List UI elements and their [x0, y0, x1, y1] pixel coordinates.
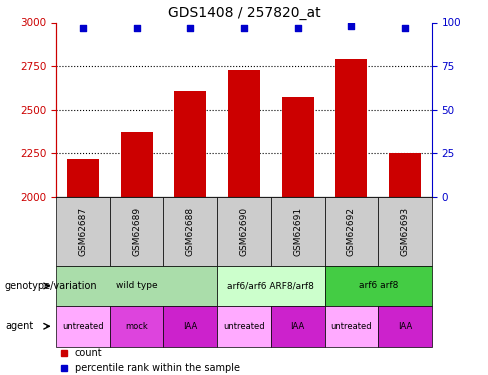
Bar — [110, 306, 163, 347]
Bar — [217, 306, 271, 347]
Bar — [325, 197, 378, 266]
Bar — [56, 197, 110, 266]
Bar — [378, 197, 432, 266]
Bar — [217, 266, 325, 306]
Text: IAA: IAA — [183, 322, 198, 331]
Bar — [56, 266, 217, 306]
Bar — [174, 90, 206, 197]
Text: untreated: untreated — [62, 322, 104, 331]
Bar — [325, 266, 432, 306]
Bar — [217, 197, 271, 266]
Text: untreated: untreated — [330, 322, 372, 331]
Bar — [56, 306, 110, 347]
Text: agent: agent — [5, 321, 33, 331]
Text: GSM62693: GSM62693 — [401, 207, 409, 256]
Point — [294, 25, 302, 31]
Bar — [163, 306, 217, 347]
Point — [186, 25, 194, 31]
Text: genotype/variation: genotype/variation — [5, 281, 98, 291]
Bar — [282, 98, 314, 197]
Bar — [271, 306, 325, 347]
Text: untreated: untreated — [223, 322, 265, 331]
Point — [347, 23, 355, 29]
Text: GSM62690: GSM62690 — [240, 207, 248, 256]
Text: arf6/arf6 ARF8/arf8: arf6/arf6 ARF8/arf8 — [227, 281, 314, 290]
Text: GSM62691: GSM62691 — [293, 207, 302, 256]
Bar — [121, 132, 153, 197]
Bar — [325, 306, 378, 347]
Point — [133, 25, 141, 31]
Text: GSM62688: GSM62688 — [186, 207, 195, 256]
Text: IAA: IAA — [290, 322, 305, 331]
Bar — [335, 59, 367, 197]
Text: GSM62689: GSM62689 — [132, 207, 141, 256]
Text: GSM62692: GSM62692 — [347, 207, 356, 256]
Text: mock: mock — [125, 322, 148, 331]
Text: percentile rank within the sample: percentile rank within the sample — [75, 363, 240, 373]
Bar — [228, 70, 260, 197]
Text: GSM62687: GSM62687 — [79, 207, 87, 256]
Text: arf6 arf8: arf6 arf8 — [359, 281, 398, 290]
Bar — [271, 197, 325, 266]
Bar — [163, 197, 217, 266]
Bar — [378, 306, 432, 347]
Bar — [110, 197, 163, 266]
Point — [240, 25, 248, 31]
Point — [79, 25, 87, 31]
Text: count: count — [75, 348, 102, 358]
Text: IAA: IAA — [398, 322, 412, 331]
Bar — [67, 159, 99, 197]
Point — [401, 25, 409, 31]
Bar — [389, 153, 421, 197]
Text: wild type: wild type — [116, 281, 158, 290]
Title: GDS1408 / 257820_at: GDS1408 / 257820_at — [168, 6, 320, 20]
